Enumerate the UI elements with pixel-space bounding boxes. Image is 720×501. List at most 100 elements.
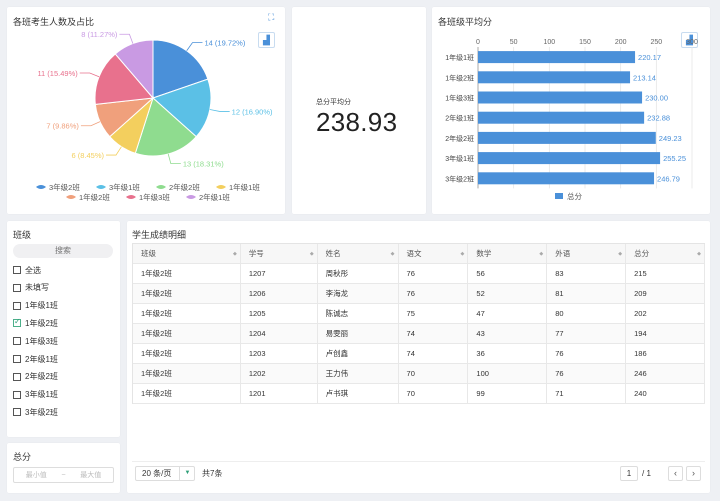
- table-cell: 56: [468, 264, 548, 284]
- table-row[interactable]: 1年级2班 1204 易雯丽 74 43 77 194: [133, 324, 705, 344]
- legend-item[interactable]: 2年级1班: [186, 192, 230, 202]
- table-row[interactable]: 1年级2班 1201 卢书琪 70 99 71 240: [133, 384, 705, 404]
- bar[interactable]: [478, 51, 636, 64]
- bar[interactable]: [478, 111, 645, 124]
- prev-page-button[interactable]: ‹: [668, 466, 683, 481]
- filter-option[interactable]: 2年级1班: [13, 353, 58, 365]
- column-header[interactable]: 总分 ◆: [626, 244, 705, 264]
- filter-option-label: 3年级2班: [25, 407, 58, 417]
- legend-item[interactable]: 1年级1班: [216, 182, 260, 192]
- table-cell: 1203: [240, 344, 318, 364]
- sort-icon[interactable]: ◆: [232, 251, 237, 257]
- bar[interactable]: [478, 71, 631, 84]
- pie-data-label: 11 (15.49%): [37, 69, 78, 78]
- fullscreen-icon[interactable]: ⛶: [268, 12, 275, 22]
- checkbox[interactable]: [13, 266, 21, 274]
- filter-option[interactable]: 2年级2班: [13, 371, 58, 383]
- filter-option-label: 1年级1班: [25, 301, 58, 311]
- legend-item[interactable]: 3年级2班: [36, 182, 80, 192]
- checkbox[interactable]: [13, 390, 21, 399]
- filter-option[interactable]: 3年级2班: [13, 406, 58, 418]
- pie-slice[interactable]: [94, 53, 154, 105]
- pie-slice[interactable]: [114, 39, 154, 100]
- range-min-input[interactable]: 最小值: [25, 472, 47, 479]
- column-header[interactable]: 学号 ◆: [240, 244, 318, 264]
- table-row[interactable]: 1年级2班 1205 陈诚志 75 47 80 202: [133, 304, 705, 324]
- checkbox[interactable]: [13, 317, 21, 328]
- table-cell: 186: [626, 344, 705, 364]
- pie-chart-card: 各班考生人数及占比 ⛶ ▟ 14 (19.72%) 12 (16.90%) 13 (…: [7, 7, 285, 214]
- page-size-select[interactable]: 20 条/页: [135, 466, 195, 481]
- page-number-input[interactable]: 1: [620, 466, 638, 481]
- filter-search-input[interactable]: [13, 244, 113, 258]
- filter-option[interactable]: 未填写: [13, 282, 49, 294]
- score-range-input[interactable]: 最小值 ~ 最大值: [13, 467, 114, 483]
- column-header[interactable]: 数学 ◆: [468, 244, 548, 264]
- bar[interactable]: [478, 131, 656, 144]
- x-tick-label: 250: [650, 39, 662, 46]
- bar[interactable]: [478, 172, 655, 185]
- table-cell: 77: [547, 324, 627, 344]
- kpi-value: 238.93: [316, 107, 398, 137]
- checkbox[interactable]: [13, 355, 21, 363]
- checkbox[interactable]: [13, 372, 21, 381]
- column-header[interactable]: 外语 ◆: [547, 244, 627, 264]
- filter-option-label: 1年级2班: [25, 318, 58, 328]
- column-header[interactable]: 语文 ◆: [398, 244, 469, 264]
- table-cell: 99: [468, 384, 548, 404]
- legend-item[interactable]: 3年级1班: [96, 182, 140, 192]
- table-cell: 100: [468, 364, 548, 384]
- legend-label: 1年级2班: [79, 192, 110, 202]
- sort-icon[interactable]: ◆: [390, 251, 395, 257]
- pie-data-label: 13 (18.31%): [183, 160, 224, 169]
- pie-slice[interactable]: [134, 97, 197, 157]
- sort-icon[interactable]: ◆: [618, 251, 623, 257]
- filter-option-label: 2年级2班: [25, 372, 58, 382]
- score-range-card: 总分 最小值 ~ 最大值: [7, 443, 120, 493]
- sort-icon[interactable]: ◆: [697, 251, 701, 257]
- bar-data-label: 249.23: [659, 134, 682, 143]
- filter-option[interactable]: 1年级1班: [13, 300, 58, 312]
- chart-type-icon[interactable]: ▟: [258, 32, 275, 48]
- bar[interactable]: [478, 152, 661, 165]
- checkbox[interactable]: [13, 301, 21, 310]
- filter-option[interactable]: 全选: [13, 264, 41, 276]
- filter-option[interactable]: 1年级2班: [13, 317, 58, 329]
- column-header[interactable]: 姓名 ◆: [317, 244, 399, 264]
- filter-option-label: 未填写: [25, 283, 49, 293]
- y-tick-label: 1年级2班: [445, 73, 474, 82]
- legend-item[interactable]: 总分: [555, 191, 582, 201]
- table-row[interactable]: 1年级2班 1207 周秋彤 76 56 83 215: [133, 264, 705, 284]
- filter-option[interactable]: 1年级3班: [13, 335, 58, 347]
- legend-item[interactable]: 2年级2班: [156, 182, 200, 192]
- pie-data-label: 14 (19.72%): [204, 39, 245, 48]
- column-header[interactable]: 班级 ◆: [133, 244, 241, 264]
- checkbox[interactable]: [13, 408, 21, 417]
- filter-option-label: 1年级3班: [25, 336, 58, 346]
- checkbox[interactable]: [13, 283, 21, 292]
- pie-slice[interactable]: [152, 78, 212, 138]
- sort-icon[interactable]: ◆: [460, 251, 465, 257]
- chart-type-icon[interactable]: ▟: [681, 32, 698, 48]
- pie-label-line: [167, 153, 181, 165]
- legend-item[interactable]: 1年级2班: [66, 192, 110, 202]
- table-cell: 74: [398, 344, 469, 364]
- next-page-button[interactable]: ›: [686, 466, 701, 481]
- filter-option[interactable]: 3年级1班: [13, 389, 58, 401]
- table-cell: 70: [398, 364, 469, 384]
- legend-item[interactable]: 1年级3班: [126, 192, 170, 202]
- bar[interactable]: [478, 91, 643, 104]
- table-row[interactable]: 1年级2班 1206 李海龙 76 52 81 209: [133, 284, 705, 304]
- table-row[interactable]: 1年级2班 1202 王力伟 70 100 76 246: [133, 364, 705, 384]
- sort-icon[interactable]: ◆: [309, 251, 314, 257]
- bar-chart: 0 50 100 150 200 250 300 1年级1班 220.17 1年级2班 213.14…: [445, 39, 698, 201]
- sort-icon[interactable]: ◆: [539, 251, 544, 257]
- pie-chart-title: 各班考生人数及占比: [13, 17, 95, 27]
- checkbox[interactable]: [13, 337, 21, 346]
- table-row[interactable]: 1年级2班 1203 卢创鑫 74 36 76 186: [133, 344, 705, 364]
- table-title: 学生成绩明细: [132, 230, 187, 240]
- pie-data-label: 7 (9.86%): [46, 122, 79, 131]
- range-max-input[interactable]: 最大值: [80, 472, 102, 479]
- chevron-down-icon[interactable]: ▼: [179, 466, 195, 481]
- pie-data-label: 12 (16.90%): [232, 107, 273, 116]
